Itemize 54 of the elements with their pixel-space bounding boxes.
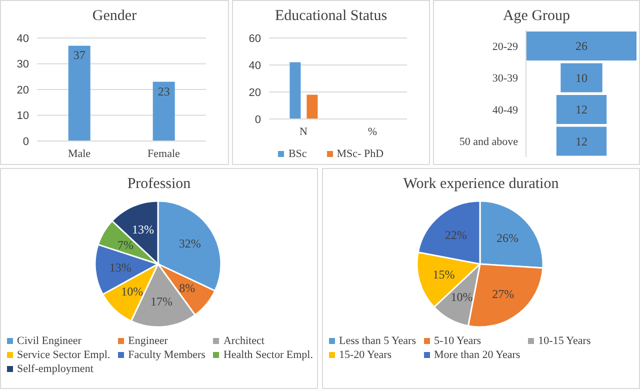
x-tick-label: Male (68, 148, 91, 160)
chart-title: Gender (91, 8, 138, 26)
legend-label: 5-10 Years (433, 334, 482, 348)
data-label: 26 (576, 39, 588, 53)
legend-label: 10-15 Years (537, 334, 591, 348)
data-label: 12 (576, 102, 588, 116)
data-label: 10 (576, 70, 588, 85)
category-label: 40-49 (492, 104, 518, 116)
legend-label: Service Sector Empl. (16, 348, 110, 362)
y-tick-label: 20 (248, 86, 261, 99)
category-label: 50 and above (459, 136, 518, 148)
data-label: 7% (117, 238, 134, 252)
data-label: 10% (121, 284, 144, 299)
data-label: 32% (178, 236, 201, 251)
data-label: 23 (158, 84, 170, 98)
data-label: 10% (450, 290, 473, 304)
legend-label: Civil Engineer (16, 334, 82, 348)
legend-label: 15-20 Years (338, 348, 393, 362)
y-tick-label: 10 (16, 110, 29, 122)
legend-label: Less than 5 Years (338, 334, 416, 348)
legend-label: Architect (222, 334, 266, 348)
legend-label: Health Sector Empl. (222, 348, 313, 362)
data-label: 26% (496, 231, 519, 246)
legend-label: Engineer (127, 334, 169, 348)
data-label: 37 (73, 48, 86, 62)
category-label: 30-39 (492, 72, 518, 85)
legend-label: Self-employment (16, 362, 94, 376)
x-tick-label: % (368, 126, 378, 138)
data-label: 12 (576, 134, 588, 148)
chart-title: Profession (126, 176, 192, 194)
y-tick-label: 20 (16, 84, 29, 96)
y-tick-label: 0 (22, 136, 29, 148)
data-label: 17% (150, 294, 173, 309)
chart-title: Work experience duration (402, 176, 560, 194)
y-tick-label: 30 (16, 58, 29, 71)
y-tick-label: 60 (248, 32, 261, 45)
data-label: 22% (444, 228, 467, 242)
text: Age Group (502, 8, 572, 26)
x-tick-label: N (300, 126, 308, 138)
y-tick-label: 0 (254, 114, 261, 126)
legend-label: More than 20 Years (433, 348, 520, 362)
data-label: 15% (432, 268, 455, 282)
legend-label: MSc- PhD (336, 147, 384, 161)
data-label: 13% (109, 260, 132, 275)
y-tick-label: 40 (16, 32, 29, 45)
chart-title: Educational Status (274, 8, 388, 26)
category-label: 20-29 (492, 40, 518, 53)
data-label: 27% (492, 286, 514, 301)
legend-label: Faculty Members (127, 348, 206, 362)
y-tick-label: 40 (248, 60, 261, 72)
x-tick-label: Female (148, 148, 180, 160)
legend-label: BSc (287, 147, 307, 161)
data-label: 8% (179, 281, 196, 296)
data-label: 13% (132, 222, 154, 236)
